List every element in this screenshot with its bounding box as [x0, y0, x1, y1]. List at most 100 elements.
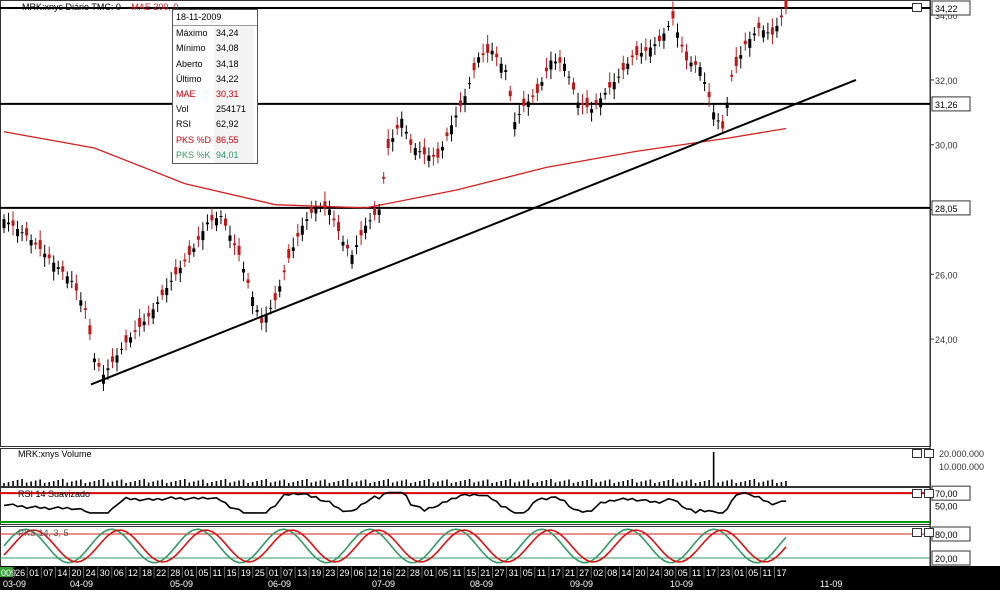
tooltip-row: RSI 62,92 — [173, 117, 257, 133]
candle-body — [553, 61, 557, 64]
tooltip-row: PKS %D 86,55 — [173, 132, 257, 148]
candle-body — [431, 154, 435, 157]
candle-body — [558, 57, 562, 63]
candle-body — [309, 207, 313, 213]
date-tick-label: 07 — [43, 568, 53, 578]
candle-body — [110, 356, 114, 362]
month-label: 03-09 — [3, 579, 26, 589]
date-tick-label: 05 — [438, 568, 448, 578]
candle-body — [133, 330, 137, 332]
date-tick-label: 14 — [57, 568, 67, 578]
candle-body — [138, 317, 142, 327]
month-label: 11-09 — [820, 579, 842, 589]
maximize-rsi-panel-button[interactable] — [912, 489, 922, 498]
candle-body — [237, 245, 241, 255]
maximize-pks-panel-button[interactable] — [912, 528, 922, 537]
tooltip-rows: Máximo 34,24 Mínimo 34,08 Aberto 34,18 Último 3… — [173, 26, 257, 164]
candle-body — [314, 206, 318, 214]
date-tick-label: 12 — [368, 568, 378, 578]
candle-body — [391, 138, 395, 142]
date-tick-label: 15 — [466, 568, 476, 578]
candle-body — [544, 67, 548, 72]
price-tick-label: 30,00 — [935, 141, 958, 151]
candle-body — [355, 245, 359, 247]
tooltip-row: Máximo 34,24 — [173, 26, 257, 42]
maximize-price-panel-button[interactable] — [912, 3, 922, 12]
candle-body — [694, 61, 698, 65]
candle-body — [264, 315, 268, 323]
date-tick-label: 05 — [198, 568, 208, 578]
date-tick-label: 20 — [72, 568, 82, 578]
candle-body — [350, 254, 354, 264]
volume-tick-label: 20.000.000 — [939, 449, 984, 459]
candle-body — [680, 44, 684, 47]
month-label: 10-09 — [670, 579, 693, 589]
candle-body — [721, 121, 725, 129]
date-tick-label: 22 — [396, 568, 406, 578]
date-tick-label: 16 — [382, 568, 392, 578]
candle-body — [531, 95, 535, 98]
maximize-volume-panel-button[interactable] — [912, 449, 922, 458]
candle-body — [242, 268, 246, 273]
candle-body — [52, 262, 56, 272]
date-tick-label: 24 — [650, 568, 660, 578]
date-tick-label: 13 — [297, 568, 307, 578]
candle-body — [2, 219, 6, 229]
candle-body — [219, 216, 223, 218]
candle-body — [210, 214, 214, 221]
tooltip-row-label: PKS %K — [176, 149, 211, 160]
date-tick-label: 17 — [706, 568, 716, 578]
candle-body — [671, 11, 675, 19]
candle-body — [92, 358, 96, 363]
candle-body — [88, 325, 92, 335]
candle-body — [526, 101, 530, 107]
date-tick-label: 23 — [720, 568, 730, 578]
tooltip-row-label: Máximo — [176, 28, 208, 39]
candle-body — [599, 98, 603, 108]
candle-body — [165, 287, 169, 296]
candle-body — [603, 92, 607, 95]
month-label: 04-09 — [70, 579, 93, 589]
candle-body — [296, 232, 300, 237]
candle-body — [124, 335, 128, 343]
candle-body — [183, 259, 187, 262]
candle-body — [513, 122, 517, 130]
candle-body — [291, 247, 295, 251]
candle-body — [74, 283, 78, 291]
candle-body — [427, 155, 431, 161]
tooltip-row-value: 34,24 — [214, 26, 254, 42]
candle-body — [368, 220, 372, 222]
candle-body — [223, 218, 227, 226]
candle-body — [766, 32, 770, 34]
date-tick-label: 06 — [114, 568, 124, 578]
candle-body — [156, 302, 160, 304]
rsi-tick-label: 50,00 — [935, 502, 958, 512]
date-tick-label: 14 — [621, 568, 631, 578]
date-tick-label: 009 — [1, 568, 16, 578]
price-line-label: 28,05 — [935, 204, 958, 214]
rsi-panel-title: RSI 14 Suavizado — [18, 489, 91, 499]
candle-body — [332, 218, 336, 221]
date-tick-label: 24 — [86, 568, 96, 578]
price-line-label-box — [931, 200, 971, 216]
candle-body — [743, 40, 747, 45]
tooltip-row: Mínimo 34,08 — [173, 41, 257, 57]
tooltip-row-label: Último — [176, 73, 202, 84]
date-tick-label: 11 — [213, 568, 222, 578]
date-tick-label: 11 — [762, 568, 771, 578]
date-tick-label: 02 — [593, 568, 603, 578]
tooltip-row-label: Mínimo — [176, 43, 206, 54]
date-tick-label: 08 — [607, 568, 617, 578]
close-volume-panel-button[interactable] — [924, 449, 934, 458]
candle-body — [644, 47, 648, 51]
candle-body — [440, 146, 444, 151]
close-rsi-panel-button[interactable] — [924, 489, 934, 498]
candle-body — [784, 0, 788, 9]
close-pks-panel-button[interactable] — [924, 528, 934, 537]
candle-body — [318, 207, 322, 209]
month-label: 08-09 — [470, 579, 493, 589]
rsi-line — [3, 491, 786, 514]
volume-tick-label: 10.000.000 — [939, 462, 984, 472]
candle-body — [418, 151, 422, 153]
candle-body — [648, 47, 652, 57]
